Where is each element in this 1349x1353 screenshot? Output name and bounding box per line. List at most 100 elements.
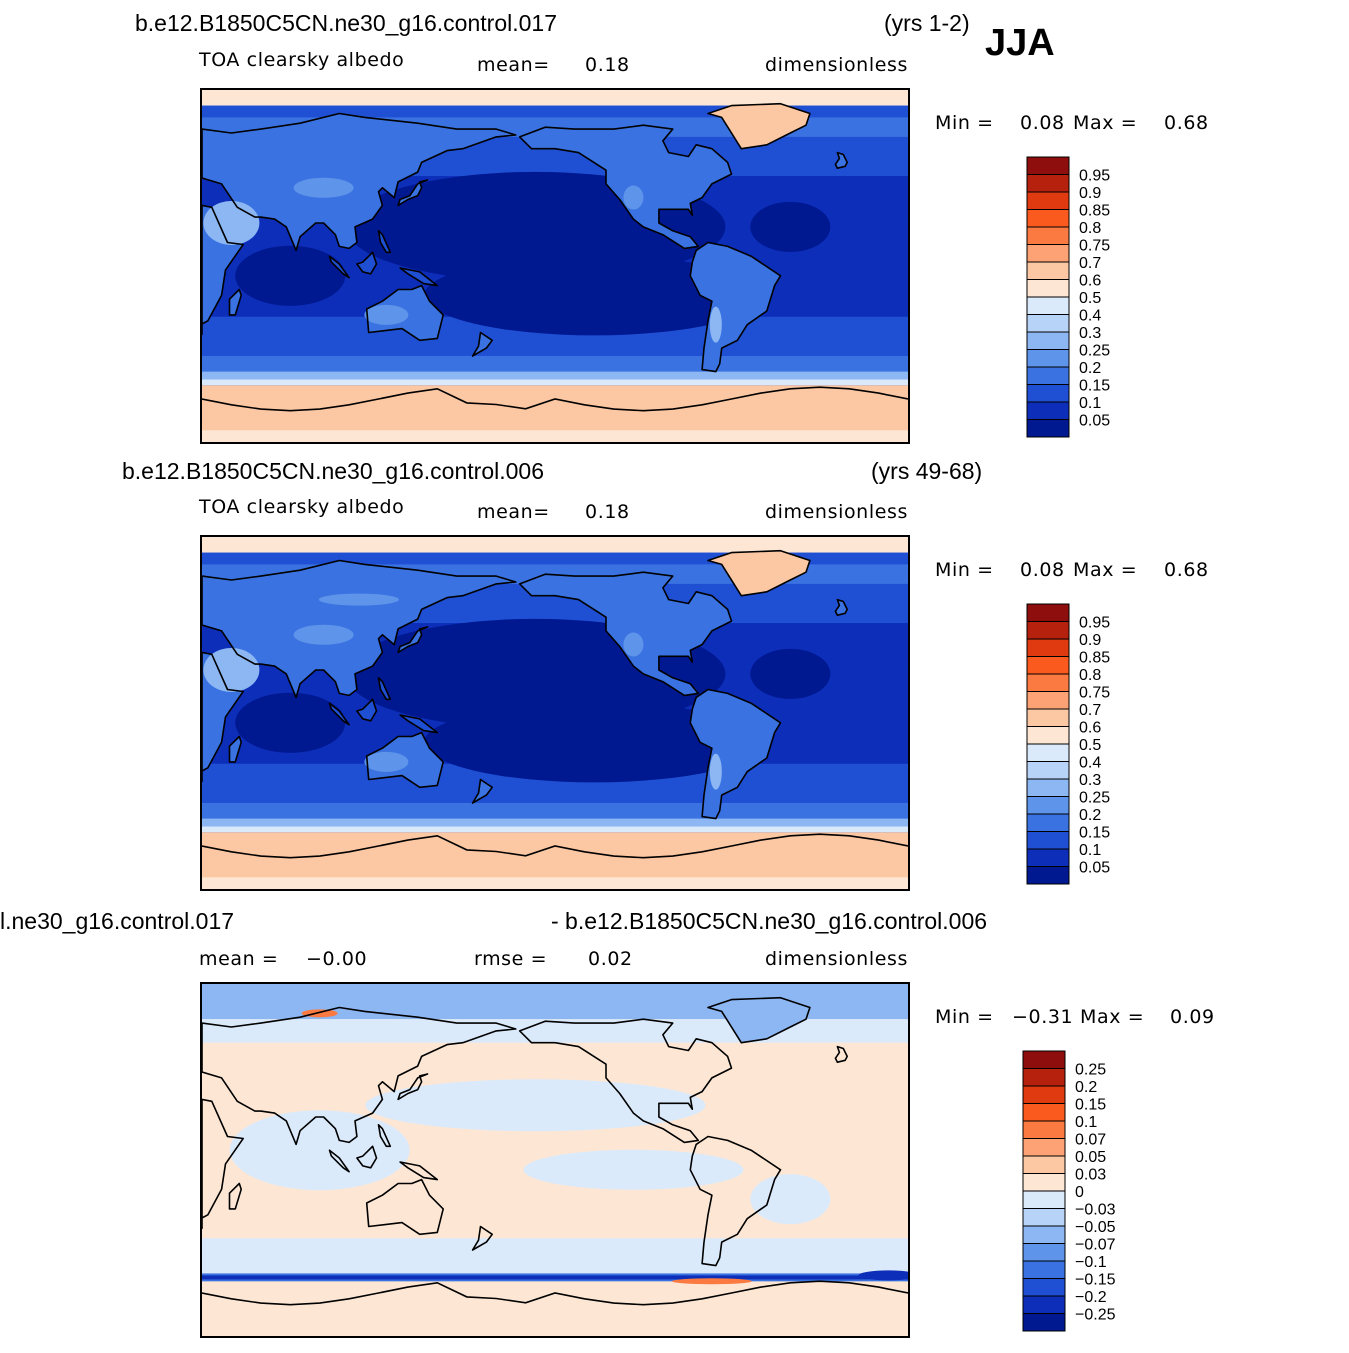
colorbar-swatch	[1026, 638, 1070, 657]
coastline-sumatra	[328, 1149, 350, 1173]
land-fill-sumatra	[329, 703, 350, 725]
coastline-asia	[202, 1006, 517, 1146]
coastline-borneo	[356, 251, 378, 275]
colorbar-tick-label: 0.9	[1079, 185, 1101, 202]
colorbar-tick-label: 0.05	[1075, 1149, 1106, 1166]
colorbar-tick-label: 0.2	[1079, 807, 1101, 824]
coastline-madagascar	[228, 735, 243, 763]
land-fill-namerica	[519, 125, 732, 249]
colorbar-swatch	[1026, 621, 1070, 640]
panel2-map	[200, 535, 910, 891]
colorbar-swatch	[1022, 1138, 1066, 1157]
arctic-ocean-band	[202, 105, 908, 118]
indian-ocean-minimum	[235, 245, 346, 306]
antarctic-coast-diff	[202, 1281, 908, 1296]
colorbar-tick-label: 0.8	[1079, 220, 1101, 237]
colorbar-tick-label: 0.95	[1079, 168, 1110, 185]
high-latitude-diff-band	[202, 1019, 908, 1043]
coastline-philippines	[377, 230, 392, 254]
land-fill-namerica	[519, 572, 732, 696]
colorbar-swatch	[1026, 384, 1070, 403]
colorbar-tick-label: 0.3	[1079, 772, 1101, 789]
panel2-max-value: 0.68	[1164, 559, 1209, 581]
colorbar-swatch	[1026, 226, 1070, 245]
coastline-sumatra	[328, 702, 350, 726]
coastline-samerica	[689, 1135, 782, 1267]
sea-ice-edge-diff-core	[202, 1275, 908, 1280]
coastline-namerica	[518, 1018, 733, 1144]
coastline-nz	[471, 778, 494, 804]
panel3-min-label: Min =	[935, 1006, 994, 1028]
south-pole-strip	[202, 877, 908, 889]
panel2-mean-value: 0.18	[585, 501, 630, 523]
coastline-japan	[397, 1073, 429, 1101]
south-pole-strip	[202, 430, 908, 442]
colorbar-swatch	[1026, 296, 1070, 315]
colorbar-swatch	[1026, 156, 1070, 175]
central-asia-high	[293, 624, 354, 645]
colorbar-tick-label: 0.2	[1079, 360, 1101, 377]
atlantic-minimum	[750, 201, 831, 252]
coastline-newguinea	[399, 267, 439, 287]
north-pacific-diff	[365, 1079, 706, 1132]
colorbar-tick-label: 0.6	[1079, 720, 1101, 737]
land-fill-asia	[202, 113, 516, 251]
sea-ice-edge-band	[202, 818, 908, 827]
coastline-uk	[834, 598, 849, 616]
coastline-uk	[834, 151, 849, 169]
colorbar-swatch	[1026, 866, 1070, 885]
coastline-antarctica	[202, 833, 908, 859]
panel1-years: (yrs 1-2)	[884, 10, 970, 36]
land-fill-greenland	[708, 103, 810, 149]
south-pacific-minimum	[424, 255, 765, 336]
panel3-max-value: 0.09	[1170, 1006, 1215, 1028]
colorbar-swatch	[1026, 314, 1070, 333]
colorbar-swatch	[1022, 1208, 1066, 1227]
coastline-philippines	[377, 677, 392, 701]
colorbar-swatch	[1026, 691, 1070, 710]
colorbar-swatch	[1026, 209, 1070, 228]
colorbar-tick-label: −0.05	[1075, 1219, 1116, 1236]
colorbar-tick-label: 0.05	[1079, 860, 1110, 877]
colorbar-swatch	[1022, 1050, 1066, 1069]
colorbar-tick-label: 0.05	[1079, 413, 1110, 430]
sea-ice-band	[202, 379, 908, 386]
panel2-mean-label: mean=	[477, 501, 550, 523]
panel3-units: dimensionless	[765, 948, 908, 970]
colorbar-tick-label: −0.03	[1075, 1202, 1116, 1219]
coastline-madagascar	[228, 288, 243, 316]
land-fill-borneo	[356, 252, 377, 274]
colorbar-tick-label: 0.85	[1079, 203, 1110, 220]
coastline-nz	[471, 1225, 494, 1251]
colorbar-tick-label: 0.5	[1079, 737, 1101, 754]
panel3-min-value: −0.31	[1012, 1006, 1074, 1028]
south-atlantic-diff	[750, 1174, 831, 1225]
coastline-newguinea	[399, 1161, 439, 1181]
panel2-colorbar: 0.95 0.9 0.85 0.8 0.75 0.7 0.6 0.5 0.4 0.3 0.25 0.2…	[1026, 603, 1110, 885]
colorbar-tick-label: 0.2	[1075, 1079, 1097, 1096]
colorbar-tick-label: −0.1	[1075, 1254, 1107, 1271]
panel1-min-label: Min =	[935, 112, 994, 134]
colorbar-tick-label: 0.15	[1075, 1097, 1106, 1114]
tropical-pacific-diff	[523, 1149, 744, 1190]
panel3-case-title-left: l.ne30_g16.control.017	[0, 908, 235, 934]
panel3-mean-label: mean =	[199, 948, 279, 970]
coastline-australia	[365, 731, 444, 789]
western-us-high	[623, 185, 644, 210]
colorbar-swatch	[1026, 244, 1070, 263]
southern-ocean-band	[202, 802, 908, 819]
greenland-diff	[708, 997, 810, 1043]
colorbar-swatch	[1026, 848, 1070, 867]
colorbar-swatch	[1026, 831, 1070, 850]
coastline-namerica	[518, 571, 733, 697]
colorbar-tick-label: 0.15	[1079, 378, 1110, 395]
colorbar-swatch	[1022, 1243, 1066, 1262]
land-fill-madagascar	[229, 736, 242, 762]
colorbar-swatch	[1026, 419, 1070, 438]
indian-ocean-minimum	[235, 692, 346, 753]
land-fill-nz	[472, 332, 493, 356]
colorbar-swatch	[1026, 813, 1070, 832]
sea-ice-band	[202, 826, 908, 833]
polar-cap-band	[202, 537, 908, 553]
coastline-greenland	[707, 549, 811, 597]
